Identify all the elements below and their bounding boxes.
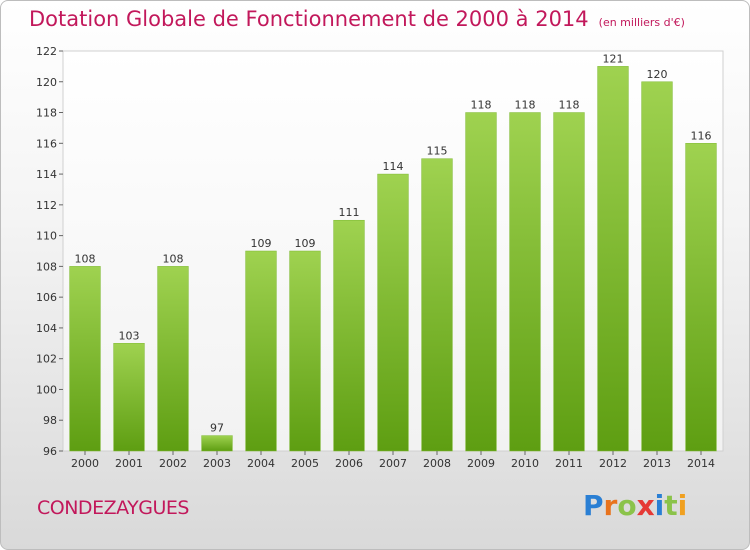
chart-title: Dotation Globale de Fonctionnement de 20…	[29, 7, 685, 31]
x-tick-label: 2007	[379, 457, 407, 470]
data-label: 109	[251, 237, 272, 250]
bar-2008	[421, 158, 453, 452]
x-tick-label: 2006	[335, 457, 363, 470]
y-tick-label: 104	[36, 322, 57, 335]
x-axis: 2000 2001 2002 2003 2004 2005 2006 2007 2008 2009…	[71, 451, 715, 470]
bar-2014	[685, 143, 717, 452]
bar-2002	[157, 266, 189, 452]
y-tick-label: 98	[43, 414, 57, 427]
bar-2000	[69, 266, 101, 452]
y-tick-label: 116	[36, 137, 57, 150]
y-tick-label: 114	[36, 168, 57, 181]
bar-2004	[245, 250, 277, 452]
x-tick-label: 2008	[423, 457, 451, 470]
x-tick-label: 2003	[203, 457, 231, 470]
data-label: 108	[163, 252, 184, 265]
x-tick-label: 2009	[467, 457, 495, 470]
logo-letter: i	[654, 489, 665, 522]
commune-name: CONDEZAYGUES	[37, 497, 189, 519]
y-tick-label: 100	[36, 383, 57, 396]
y-axis: 96 98 100 102 104 106 108 110 112 114 116 118 120 122	[36, 45, 63, 458]
bar-2001	[113, 343, 145, 452]
data-label: 118	[471, 99, 492, 112]
bar-2013	[641, 81, 673, 452]
y-tick-label: 108	[36, 260, 57, 273]
bar-2007	[377, 173, 409, 452]
logo-letter: i	[677, 489, 688, 522]
bar-2005	[289, 250, 321, 452]
logo-letter: o	[617, 489, 637, 522]
logo-letter: P	[583, 489, 604, 522]
data-label: 111	[339, 206, 360, 219]
x-tick-label: 2002	[159, 457, 187, 470]
y-tick-label: 120	[36, 76, 57, 89]
y-tick-label: 106	[36, 291, 57, 304]
bar-2003	[201, 435, 233, 452]
x-tick-label: 2012	[599, 457, 627, 470]
data-label: 108	[75, 252, 96, 265]
data-label: 121	[603, 52, 624, 65]
data-label: 120	[647, 68, 668, 81]
data-label: 97	[210, 422, 224, 435]
bar-2010	[509, 112, 541, 452]
y-tick-label: 112	[36, 199, 57, 212]
data-label: 115	[427, 145, 448, 158]
y-tick-label: 102	[36, 353, 57, 366]
y-tick-label: 122	[36, 45, 57, 58]
data-label: 116	[691, 129, 712, 142]
logo-letter: x	[636, 489, 655, 522]
data-label: 118	[559, 99, 580, 112]
x-tick-label: 2000	[71, 457, 99, 470]
y-tick-label: 96	[43, 445, 57, 458]
chart-subtitle: (en milliers d'€)	[598, 16, 685, 29]
bar-2012	[597, 66, 629, 452]
bar-2011	[553, 112, 585, 452]
bar-2009	[465, 112, 497, 452]
y-tick-label: 110	[36, 230, 57, 243]
logo-letter: t	[664, 489, 678, 522]
title-text: Dotation Globale de Fonctionnement de 20…	[29, 7, 589, 31]
x-tick-label: 2014	[687, 457, 715, 470]
x-tick-label: 2001	[115, 457, 143, 470]
data-label: 118	[515, 99, 536, 112]
x-tick-label: 2013	[643, 457, 671, 470]
x-tick-label: 2010	[511, 457, 539, 470]
x-tick-label: 2011	[555, 457, 583, 470]
bars: 108 103 108 97 109 109 111 114 115 118 118 118 121 12…	[69, 52, 717, 452]
data-label: 109	[295, 237, 316, 250]
data-label: 114	[383, 160, 404, 173]
proxiti-logo: Proxiti	[583, 489, 687, 522]
y-tick-label: 118	[36, 107, 57, 120]
x-tick-label: 2005	[291, 457, 319, 470]
data-label: 103	[119, 329, 140, 342]
logo-letter: r	[603, 489, 618, 522]
bar-2006	[333, 219, 365, 452]
x-tick-label: 2004	[247, 457, 275, 470]
